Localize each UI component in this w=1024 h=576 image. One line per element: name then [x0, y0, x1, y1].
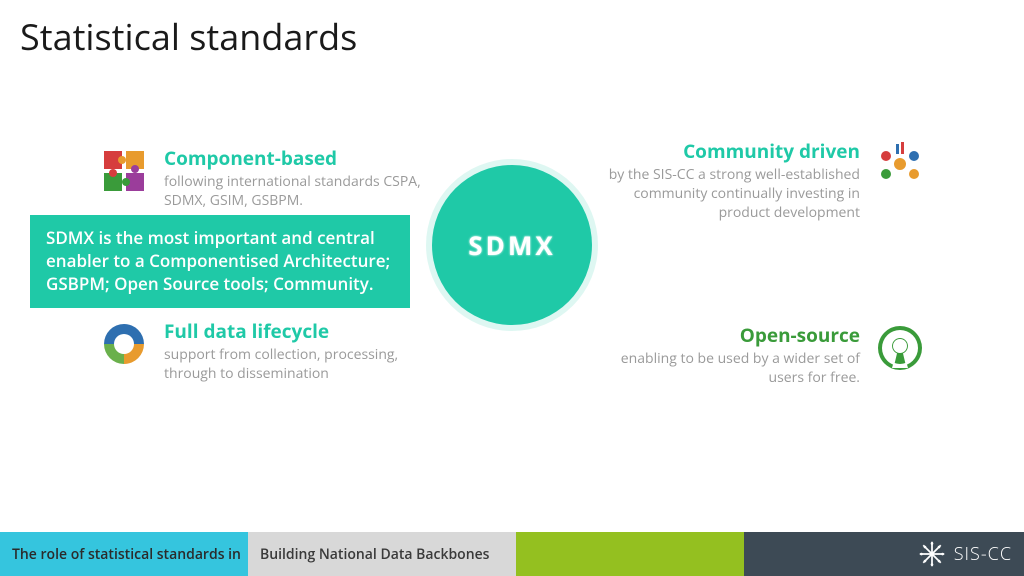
feature-heading: Open-source	[594, 322, 860, 348]
feature-body: by the SIS-CC a strong well-established …	[594, 166, 860, 223]
snowflake-icon	[918, 540, 946, 568]
community-icon	[876, 140, 924, 188]
center-circle: SDMX	[432, 165, 592, 325]
footer-text-1: The role of statistical standards in	[12, 545, 241, 564]
feature-body: enabling to be used by a wider set of us…	[594, 350, 860, 388]
footer-seg-4: SIS-CC	[744, 532, 1024, 576]
feature-heading: Full data lifecycle	[164, 318, 430, 344]
feature-body: support from collection, processing, thr…	[164, 346, 430, 384]
center-label: SDMX	[468, 227, 555, 263]
footer-seg-1: The role of statistical standards in	[0, 532, 248, 576]
brand-name: SIS-CC	[954, 542, 1012, 566]
feature-component: Component-based following international …	[100, 145, 430, 211]
feature-heading: Community driven	[594, 138, 860, 164]
opensource-icon	[876, 324, 924, 372]
slide-title: Statistical standards	[20, 12, 357, 61]
cycle-icon	[100, 320, 148, 368]
feature-heading: Component-based	[164, 145, 430, 171]
feature-opensource: Open-source enabling to be used by a wid…	[594, 322, 924, 388]
footer-seg-2: Building National Data Backbones	[248, 532, 516, 576]
feature-body: following international standards CSPA, …	[164, 173, 430, 211]
feature-community: Community driven by the SIS-CC a strong …	[594, 138, 924, 223]
footer-seg-3	[516, 532, 744, 576]
puzzle-icon	[100, 147, 148, 195]
callout-box: SDMX is the most important and central e…	[30, 215, 410, 308]
footer-text-2: Building National Data Backbones	[260, 545, 490, 564]
brand-logo: SIS-CC	[918, 540, 1012, 568]
slide: Statistical standards SDMX SDMX is the m…	[0, 0, 1024, 576]
footer-bar: The role of statistical standards in Bui…	[0, 532, 1024, 576]
feature-lifecycle: Full data lifecycle support from collect…	[100, 318, 430, 384]
